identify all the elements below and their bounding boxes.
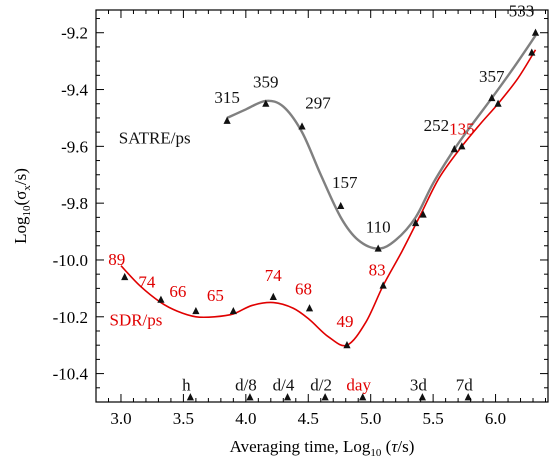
time-marker-label: h (182, 375, 191, 394)
data-point (488, 93, 496, 102)
data-label: 297 (305, 93, 331, 112)
x-axis-title-subscript: 10 (370, 447, 382, 459)
fit-curve-sdr (120, 49, 537, 347)
time-marker (246, 393, 254, 401)
time-marker-label: day (346, 375, 371, 394)
data-markers (121, 28, 540, 349)
data-label: 157 (332, 173, 358, 192)
data-point (494, 99, 502, 107)
time-marker-label: 7d (456, 375, 474, 394)
time-marker-label: d/8 (235, 375, 257, 394)
data-label: 110 (366, 218, 391, 237)
data-label: 65 (207, 286, 224, 305)
axis-titles: Averaging time, Log10 (τ/s)Log10(σx/s) (11, 168, 414, 459)
data-label: 315 (214, 88, 240, 107)
y-tick-label: -9.6 (61, 137, 88, 156)
axes: 3.0 3.5 4.0 4.5 5.0 5.5 6.0 -9.2 -9.4 -9.6 -9.8 -10… (53, 9, 549, 428)
data-point (192, 306, 200, 315)
data-label: 49 (336, 312, 353, 331)
x-tick-label: 5.0 (360, 409, 381, 428)
point-labels: 315 359 297 157 110 252 357 533 89 74 66 65 74 68 49 83… (108, 2, 534, 331)
x-tick-label: 4.0 (235, 409, 256, 428)
data-point (223, 116, 231, 124)
time-marker (186, 393, 194, 401)
data-label: 66 (169, 282, 186, 301)
time-markers: h d/8 d/4 d/2 day 3d 7d (182, 375, 474, 401)
time-marker (321, 393, 329, 401)
data-point (343, 341, 351, 349)
y-axis-title-text: Log (11, 216, 30, 244)
data-label: 357 (479, 67, 505, 86)
y-axis-title: Log10(σx/s) (11, 168, 33, 244)
x-tick-label: 4.5 (298, 409, 319, 428)
x-axis-title-text: /s) (397, 437, 414, 456)
data-label: 74 (138, 273, 156, 292)
x-tick-label: 5.5 (423, 409, 444, 428)
y-tick-label: -10.0 (53, 251, 88, 270)
time-marker (359, 393, 367, 401)
x-tick-label: 3.5 (173, 409, 194, 428)
data-label: 68 (295, 279, 312, 298)
data-point (269, 292, 277, 300)
data-point (121, 272, 129, 281)
data-point (337, 201, 345, 210)
data-label: 252 (424, 116, 450, 135)
data-point (298, 122, 306, 130)
time-marker-label: 3d (410, 375, 428, 394)
data-point (229, 306, 237, 315)
data-point (157, 295, 165, 303)
x-axis-title: Averaging time, Log10 (τ/s) (230, 437, 415, 459)
time-marker (464, 393, 472, 401)
y-axis-title-subscript: 10 (21, 205, 33, 217)
y-tick-label: -9.8 (61, 194, 88, 213)
data-point (374, 244, 382, 252)
x-tick-label: 6.0 (485, 409, 506, 428)
x-tick-label: 3.0 (110, 409, 131, 428)
data-label: 135 (449, 119, 475, 138)
data-point (262, 99, 270, 107)
time-marker-label: d/4 (273, 375, 295, 394)
data-label: 89 (108, 250, 125, 269)
x-axis-title-text: Averaging time, Log (230, 437, 371, 456)
y-tick-label: -9.2 (61, 24, 88, 43)
data-point (305, 304, 314, 312)
time-marker (283, 393, 292, 401)
data-point (528, 48, 536, 56)
data-point (379, 281, 387, 289)
plot-frame (95, 9, 549, 403)
y-axis-title-subscript: x (21, 185, 33, 191)
data-label: 533 (509, 2, 535, 21)
y-tick-label: -10.4 (53, 365, 89, 384)
data-point (419, 210, 427, 218)
data-point (531, 28, 540, 36)
data-label: 359 (253, 73, 279, 92)
y-tick-label: -10.2 (53, 308, 88, 327)
data-label: 74 (265, 266, 283, 285)
series-annotation: SDR/ps (109, 310, 162, 329)
x-axis-title-symbol: τ (391, 437, 398, 456)
data-label: 83 (369, 261, 386, 280)
y-tick-label: -9.4 (61, 81, 88, 100)
x-axis-title-text: ( (381, 437, 391, 456)
y-axis-title-text: /s) (11, 168, 30, 185)
series-annotation: SATRE/ps (119, 129, 191, 148)
data-point (458, 142, 466, 150)
y-axis-title-text: (σ (11, 191, 30, 206)
data-point (450, 145, 458, 153)
time-marker-label: d/2 (310, 375, 332, 394)
data-point (412, 218, 420, 227)
